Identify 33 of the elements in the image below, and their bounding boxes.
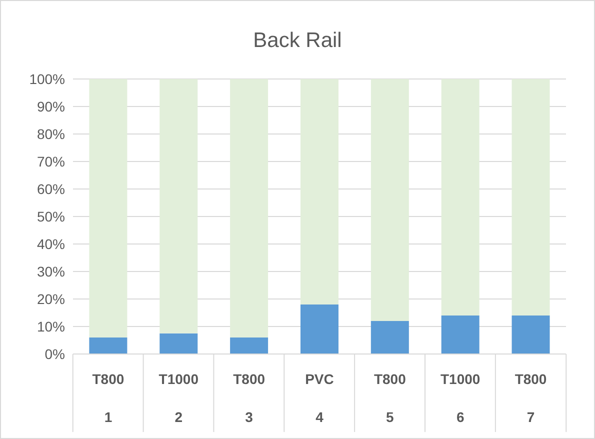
bar: [300, 79, 338, 304]
category-label: T800 7: [514, 371, 547, 425]
category-label: T800 3: [233, 371, 266, 425]
bar: [370, 321, 409, 354]
y-tick-label: 50%: [36, 208, 65, 224]
bar: [441, 79, 480, 316]
y-tick-label: 0%: [44, 346, 65, 362]
bar: [370, 79, 409, 321]
y-tick-label: 40%: [36, 236, 65, 252]
y-tick-label: 90%: [36, 98, 65, 114]
bar: [89, 338, 128, 354]
category-label: T800 5: [374, 371, 406, 425]
category-label: T1000 2: [158, 371, 198, 425]
chart-title: Back Rail: [252, 29, 343, 53]
category-label: T1000 6: [440, 371, 480, 425]
y-tick-label: 70%: [36, 153, 65, 170]
y-tick-label: 80%: [36, 126, 65, 142]
y-tick-label: 60%: [36, 180, 65, 197]
y-tick-label: 100%: [29, 70, 65, 87]
category-label: PVC 4: [305, 371, 334, 425]
bar: [230, 79, 268, 338]
bar: [441, 316, 480, 354]
y-tick-label: 10%: [36, 318, 65, 334]
bar: [160, 79, 198, 334]
bar: [230, 338, 268, 354]
bar: [300, 304, 338, 354]
y-tick-label: 30%: [36, 263, 65, 280]
y-tick-label: 20%: [36, 290, 65, 307]
category-label: T800 1: [92, 371, 124, 425]
bar: [160, 333, 198, 354]
bar: [89, 79, 128, 338]
bar: [512, 316, 550, 354]
bar: [512, 79, 550, 316]
